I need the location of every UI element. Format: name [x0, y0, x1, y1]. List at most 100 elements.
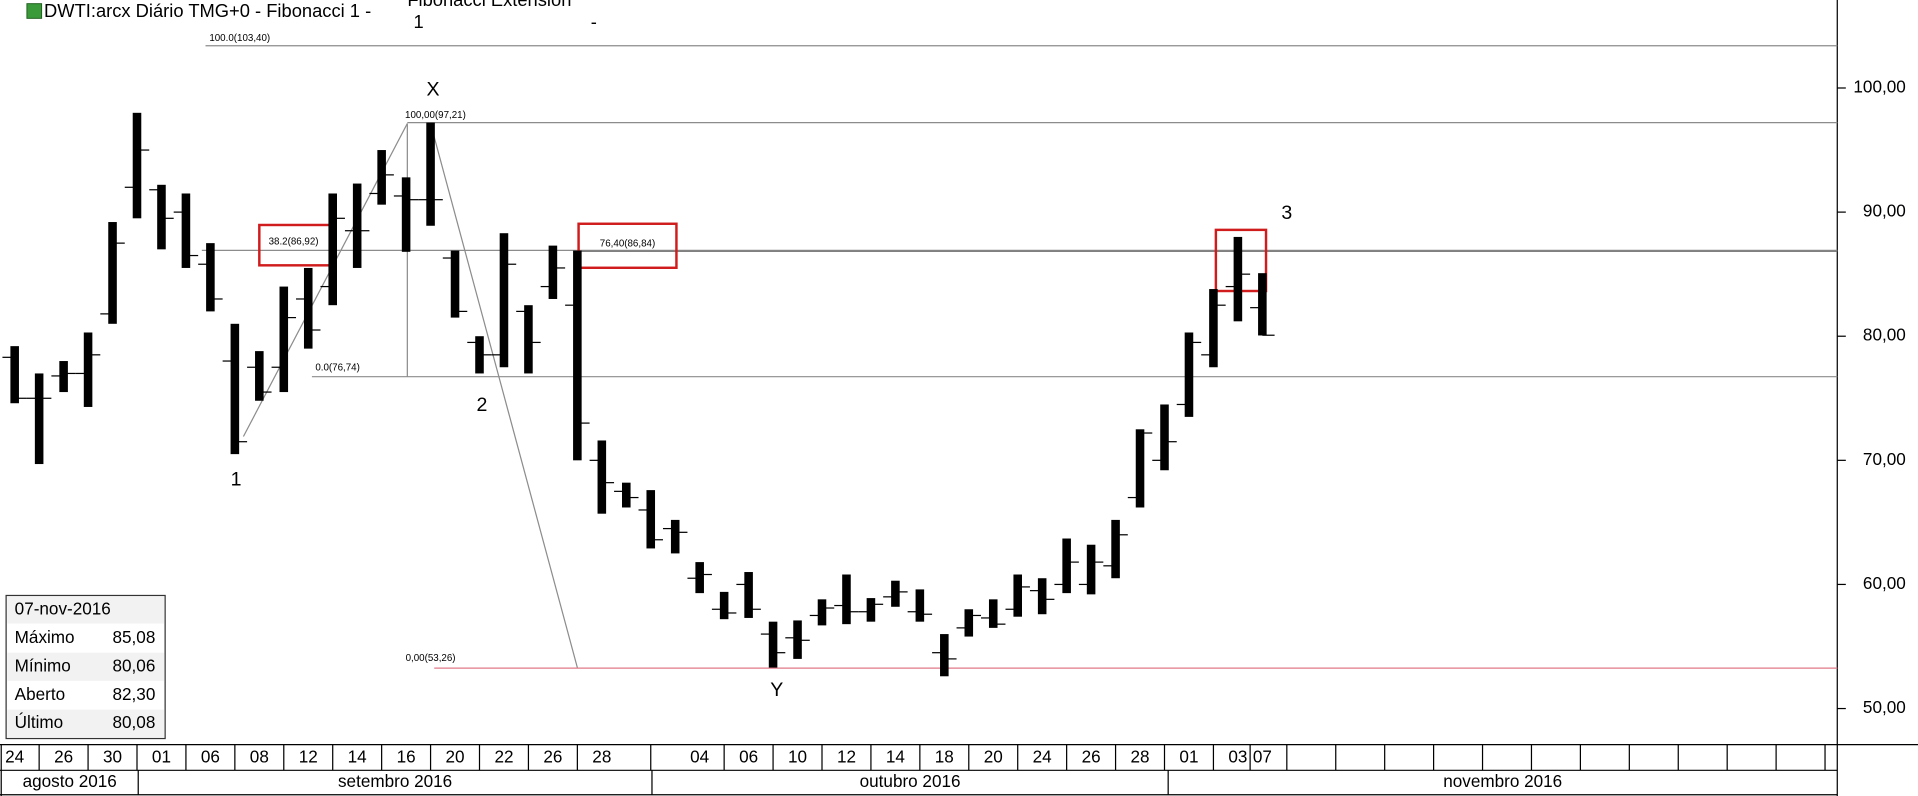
- ohlc-bar: [83, 332, 93, 407]
- fib-level-label: 100.0(103,40): [209, 33, 270, 44]
- ohlc-bar: [1209, 289, 1218, 368]
- fib-level-label: 100,00(97,21): [405, 110, 466, 121]
- info-value: 80,08: [113, 713, 156, 732]
- x-tick-label: 16: [397, 748, 416, 767]
- x-tick-label: 08: [250, 748, 269, 767]
- header-extra: 1: [413, 11, 423, 32]
- point-annotation: 3: [1281, 202, 1292, 224]
- x-tick-label: 26: [54, 748, 73, 767]
- month-label: agosto 2016: [23, 772, 117, 791]
- info-value: 85,08: [113, 628, 156, 647]
- ohlc-bar: [1233, 236, 1243, 322]
- month-label: setembro 2016: [338, 772, 452, 791]
- x-tick-label: 28: [592, 748, 611, 767]
- ohlc-bar: [1135, 429, 1145, 508]
- ohlc-bar: [842, 574, 851, 625]
- info-label: Máximo: [15, 628, 75, 647]
- highlight-box: [577, 222, 678, 270]
- ohlc-bar: [573, 250, 582, 461]
- x-tick-label: 20: [984, 748, 1003, 767]
- fib-level-label: 76,40(86,84): [600, 239, 655, 250]
- ohlc-bar: [940, 634, 949, 677]
- x-tick-label: 30: [103, 748, 122, 767]
- ohlc-bar: [230, 323, 240, 455]
- ohlc-bar: [891, 580, 900, 607]
- fib-trend-line: [429, 123, 578, 668]
- ohlc-bar: [597, 440, 607, 514]
- point-annotation: 1: [231, 469, 242, 491]
- ohlc-bar: [622, 482, 631, 508]
- ohlc-bar: [132, 112, 142, 219]
- ohlc-bar: [744, 572, 753, 618]
- info-value: 82,30: [113, 685, 156, 704]
- ohlc-bar: [1258, 273, 1267, 336]
- ohlc-bar: [988, 599, 998, 628]
- x-tick-label: 07: [1253, 748, 1272, 767]
- ohlc-bar: [108, 222, 117, 324]
- x-tick-label: 26: [543, 748, 562, 767]
- y-tick-label: 100,00: [1853, 78, 1905, 97]
- symbol-icon: [26, 3, 43, 19]
- y-tick-label: 60,00: [1863, 574, 1906, 593]
- x-tick-label: 18: [935, 748, 954, 767]
- info-row-bg: [7, 596, 164, 624]
- x-tick-label: 01: [152, 748, 171, 767]
- x-tick-label: 04: [690, 748, 710, 767]
- ohlc-bar: [303, 267, 313, 349]
- ohlc-bar: [157, 184, 166, 250]
- info-label: Último: [15, 713, 63, 732]
- ohlc-bar: [450, 250, 460, 318]
- chart-title: DWTI:arcx Diário TMG+0 - Fibonacci 1 -: [44, 0, 371, 21]
- point-annotation: Y: [770, 679, 783, 701]
- ohlc-bar: [548, 245, 558, 299]
- fib-level-label: 0,00(53,26): [406, 653, 456, 664]
- x-tick-label: 14: [348, 748, 368, 767]
- fib-level-label: 38.2(86,92): [269, 236, 319, 247]
- info-box: 07-nov-2016 Máximo 85,08 Mínimo 80,06 Aberto 8…: [5, 594, 166, 740]
- ohlc-bar: [670, 519, 680, 554]
- x-tick-label: 24: [5, 748, 25, 767]
- ohlc-bar: [793, 620, 802, 659]
- info-value: 80,06: [113, 656, 156, 675]
- ohlc-bar: [817, 599, 827, 626]
- x-tick-label: 24: [1033, 748, 1053, 767]
- x-tick-label: 03: [1228, 748, 1247, 767]
- y-tick-label: 80,00: [1863, 326, 1906, 345]
- ohlc-bar: [524, 305, 533, 374]
- ohlc-bar: [1160, 404, 1169, 471]
- x-tick-label: 12: [299, 748, 318, 767]
- ohlc-bar: [964, 609, 974, 637]
- x-tick-label: 28: [1131, 748, 1150, 767]
- ohlc-bar: [695, 562, 704, 594]
- y-tick-label: 70,00: [1863, 450, 1906, 469]
- ohlc-bar: [719, 591, 729, 620]
- ohlc-bar: [1086, 544, 1096, 595]
- ohlc-bar: [328, 193, 337, 306]
- ohlc-bar: [377, 150, 386, 205]
- x-tick-label: 12: [837, 748, 856, 767]
- info-row-bg: [7, 652, 164, 681]
- ohlc-bar: [206, 243, 215, 312]
- ohlc-bar: [181, 193, 191, 268]
- ohlc-bar: [646, 490, 656, 549]
- y-tick-label: 50,00: [1863, 698, 1906, 717]
- ohlc-bar: [10, 346, 19, 404]
- ohlc-bar: [34, 373, 44, 465]
- ohlc-bar: [768, 621, 778, 668]
- point-annotation: 2: [477, 394, 488, 416]
- ohlc-bar: [426, 122, 435, 226]
- ohlc-bar: [1062, 538, 1071, 594]
- x-tick-label: 14: [886, 748, 906, 767]
- ohlc-bar: [352, 183, 362, 268]
- x-tick-label: 10: [788, 748, 807, 767]
- ohlc-bar: [279, 286, 289, 393]
- x-tick-label: 20: [446, 748, 465, 767]
- info-row-bg: [7, 709, 164, 738]
- x-tick-label: 01: [1179, 748, 1198, 767]
- fib-level-label: 0.0(76,74): [315, 363, 360, 374]
- x-tick-label: 22: [494, 748, 513, 767]
- y-tick-label: 90,00: [1863, 202, 1906, 221]
- month-label: outubro 2016: [860, 772, 961, 791]
